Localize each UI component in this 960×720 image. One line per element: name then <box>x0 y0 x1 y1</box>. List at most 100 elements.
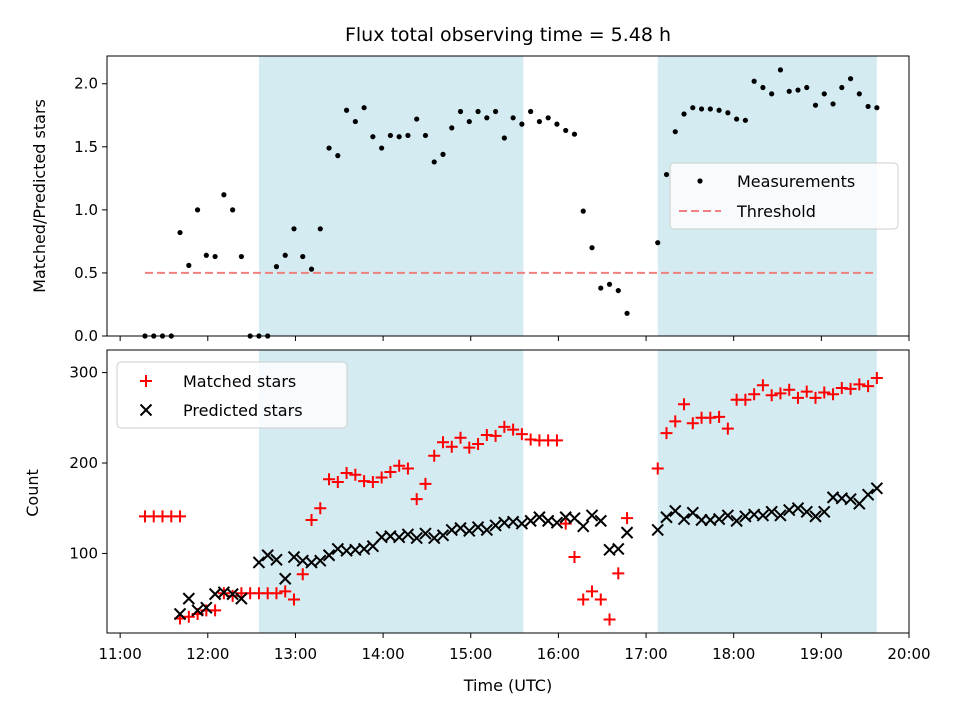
ratio-y-tick-label-3: 1.5 <box>74 138 98 156</box>
measurement-point <box>554 121 560 127</box>
measurement-point <box>326 145 332 151</box>
legend-label-threshold: Threshold <box>736 202 816 221</box>
matched-stars-marker <box>331 476 344 489</box>
measurement-point <box>343 107 350 113</box>
measurement-point <box>563 127 569 134</box>
predicted-stars-marker <box>235 592 248 605</box>
measurement-point <box>742 117 748 123</box>
predicted-stars-marker <box>791 502 805 515</box>
predicted-stars-marker <box>279 572 292 585</box>
legend-matched-symbol <box>140 375 152 387</box>
matched-stars-marker <box>612 567 625 580</box>
matched-stars-marker <box>809 391 822 404</box>
predicted-stars-marker <box>357 542 371 556</box>
measurement-point <box>414 116 420 122</box>
predicted-stars-marker <box>756 509 770 522</box>
predicted-stars-marker <box>774 509 787 522</box>
x-tick-label-3: 14:00 <box>361 645 404 663</box>
matched-stars-marker <box>783 383 796 396</box>
legend-measurement-symbol <box>697 178 703 184</box>
matched-stars-marker <box>498 420 511 433</box>
measurement-point <box>663 171 670 178</box>
x-axis-label: Time (UTC) <box>463 676 552 695</box>
top-panel-y-axis-label: Matched/Predicted stars <box>30 99 49 293</box>
matched-stars-marker <box>827 388 840 401</box>
measurement-point <box>847 76 854 82</box>
ratio-panel: 0.0 0.5 1.0 1.5 2.0 Measurements Threshold <box>74 55 910 345</box>
matched-stars-marker <box>270 587 283 600</box>
measurement-point <box>422 132 429 139</box>
predicted-stars-marker <box>322 549 336 562</box>
measurement-point <box>580 208 586 214</box>
bottom-panel-y-axis-label: Count <box>23 469 42 517</box>
matched-stars-marker <box>678 398 691 411</box>
measurement-point <box>698 106 705 112</box>
measurement-point <box>830 101 836 107</box>
measurement-point <box>457 108 464 115</box>
ratio-y-tick-label-4: 2.0 <box>74 75 98 93</box>
predicted-stars-marker <box>765 505 778 519</box>
measurement-point <box>396 134 402 140</box>
count-y-tick-label-1: 200 <box>69 454 98 472</box>
ratio-y-tick-label-2: 1.0 <box>74 201 98 219</box>
matched-stars-marker <box>436 436 449 449</box>
matched-stars-marker <box>800 385 813 398</box>
measurement-point <box>528 108 534 115</box>
measurement-point <box>725 110 731 116</box>
predicted-stars-marker <box>533 511 546 524</box>
measurement-point <box>405 132 411 139</box>
measurement-point <box>681 111 687 117</box>
matched-stars-marker <box>550 434 563 447</box>
matched-stars-marker <box>472 438 485 451</box>
matched-stars-marker <box>713 410 726 423</box>
x-tick-label-1: 12:00 <box>186 645 229 663</box>
matched-stars-marker <box>603 613 616 626</box>
measurement-point <box>291 226 297 232</box>
measurement-point <box>606 281 613 287</box>
predicted-stars-marker <box>577 520 590 533</box>
matched-stars-marker <box>853 378 866 391</box>
predicted-stars-marker <box>612 542 625 556</box>
matched-stars-marker <box>756 379 769 392</box>
count-shaded-interval-1 <box>657 350 877 633</box>
measurement-point <box>545 115 551 121</box>
measurement-point <box>804 84 810 91</box>
predicted-stars-marker <box>515 517 529 530</box>
predicted-stars-marker <box>695 513 708 527</box>
predicted-stars-marker <box>419 527 432 540</box>
predicted-stars-marker <box>818 505 831 519</box>
measurement-point <box>839 84 845 91</box>
count-legend: Matched stars Predicted stars <box>116 361 348 429</box>
matched-stars-marker <box>686 417 699 430</box>
measurement-point <box>238 253 244 260</box>
measurement-point <box>282 252 288 258</box>
predicted-stars-marker <box>454 521 467 535</box>
matched-stars-marker <box>323 473 336 486</box>
measurement-point <box>672 129 678 135</box>
matched-stars-marker <box>515 428 528 441</box>
measurement-point <box>690 105 696 111</box>
measurement-point <box>786 88 792 94</box>
matched-stars-marker <box>862 380 875 393</box>
matched-stars-marker <box>305 513 318 526</box>
matched-stars-marker <box>340 466 353 479</box>
matched-stars-marker <box>349 468 362 481</box>
chart-title: Flux total observing time = 5.48 h <box>345 24 671 46</box>
predicted-stars-marker <box>686 506 700 519</box>
predicted-stars-marker <box>428 531 441 545</box>
matched-stars-marker <box>287 593 300 606</box>
predicted-stars-marker <box>861 488 875 501</box>
measurement-point <box>707 106 713 112</box>
legend-label-matched: Matched stars <box>183 372 296 391</box>
predicted-stars-marker <box>200 601 213 614</box>
measurement-point <box>370 134 376 140</box>
measurement-point <box>734 116 740 122</box>
x-tick-label-7: 18:00 <box>712 645 755 663</box>
predicted-stars-marker <box>480 523 494 537</box>
matched-stars-marker <box>393 459 406 472</box>
measurement-point <box>655 240 661 246</box>
matched-stars-marker <box>384 466 397 479</box>
matched-stars-marker <box>366 476 379 489</box>
predicted-stars-marker <box>730 514 743 528</box>
measurement-point <box>812 102 819 108</box>
